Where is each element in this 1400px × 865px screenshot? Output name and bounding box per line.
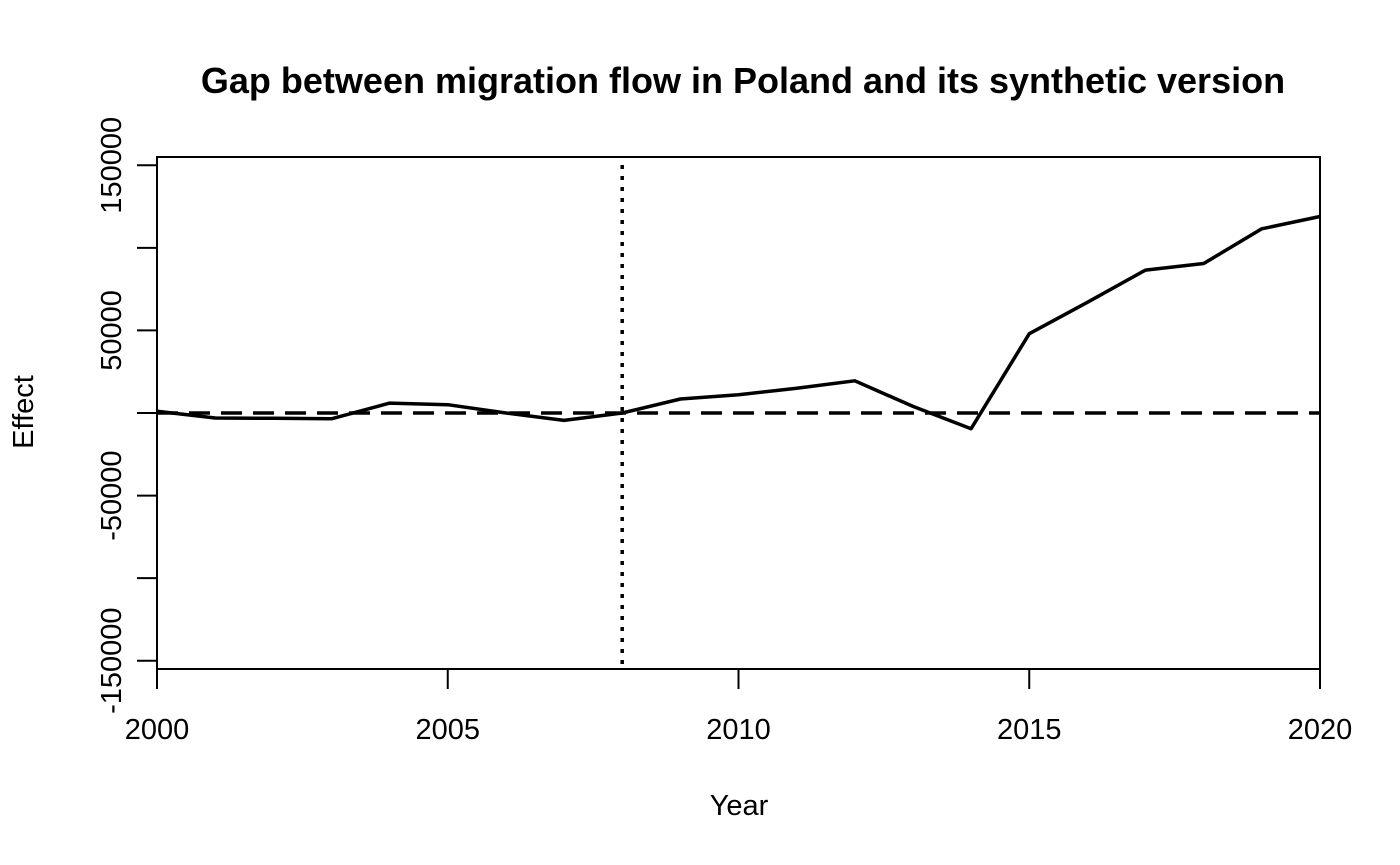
x-axis-label: Year	[710, 790, 769, 822]
gap-series-line	[156, 214, 1321, 431]
chart-title: Gap between migration flow in Poland and…	[201, 60, 1285, 101]
y-axis-label: Effect	[8, 375, 40, 449]
y-tick-label: 50000	[96, 290, 128, 371]
x-tick-label: 2010	[706, 714, 771, 746]
x-axis: 2000 2005 2010 2015 2020	[125, 669, 1353, 746]
x-tick-label: 2020	[1288, 714, 1353, 746]
x-tick-label: 2000	[125, 714, 190, 746]
x-tick-label: 2005	[415, 714, 480, 746]
y-tick-label: -150000	[96, 607, 128, 713]
y-tick-label: 150000	[96, 117, 128, 214]
y-tick-label: -50000	[96, 450, 128, 540]
x-tick-label: 2015	[997, 714, 1062, 746]
plot-area	[156, 156, 1321, 670]
y-axis: -150000 -50000 50000 150000	[96, 117, 157, 714]
